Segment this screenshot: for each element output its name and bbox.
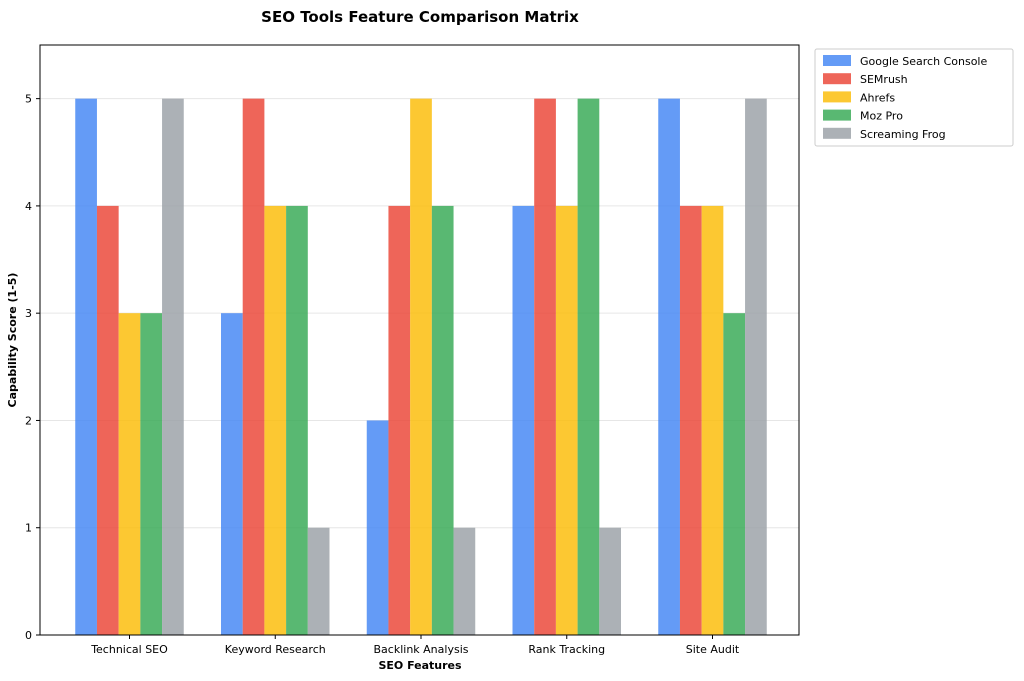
y-tick-label: 2: [25, 414, 32, 427]
bar: [286, 205, 308, 635]
bar: [431, 205, 454, 635]
y-tick-label: 0: [25, 629, 32, 642]
bar: [388, 205, 411, 635]
legend-swatch: [823, 127, 851, 139]
y-tick-label: 1: [25, 522, 32, 535]
bars: [75, 98, 767, 636]
bar: [723, 313, 746, 635]
bar: [75, 98, 97, 636]
bar: [96, 205, 119, 635]
plot-frame: [39, 44, 800, 636]
legend-swatch: [823, 55, 851, 66]
bar: [658, 98, 680, 636]
bar: [264, 205, 287, 635]
chart-title: SEO Tools Feature Comparison Matrix: [261, 8, 579, 26]
x-tick-label: Backlink Analysis: [374, 643, 469, 656]
legend-label: Moz Pro: [860, 110, 903, 123]
bar: [453, 527, 476, 635]
bar: [577, 98, 600, 636]
bar: [534, 98, 556, 636]
legend-label: Screaming Frog: [860, 128, 946, 141]
legend-box: [814, 48, 1014, 147]
bar: [679, 205, 702, 635]
x-tick-label: Technical SEO: [90, 643, 168, 656]
bar: [162, 98, 184, 636]
y-tick-label: 4: [25, 200, 32, 213]
bar: [366, 420, 389, 635]
bar: [242, 98, 265, 636]
bar: [745, 98, 767, 636]
y-axis-label: Capability Score (1-5): [6, 273, 19, 408]
legend-label: Ahrefs: [860, 91, 895, 104]
bar: [118, 313, 141, 635]
legend-label: Google Search Console: [860, 55, 987, 68]
x-tick-label: Rank Tracking: [528, 643, 605, 656]
y-axis: 0 1 2 3 4 5: [25, 93, 40, 642]
legend-swatch: [823, 91, 851, 103]
bar: [599, 527, 621, 635]
bar: [701, 205, 724, 635]
legend-swatch: [823, 109, 851, 121]
legend-label: SEMrush: [860, 73, 908, 86]
bar: [555, 205, 578, 635]
x-axis: Technical SEO Keyword Research Backlink An…: [90, 635, 740, 656]
y-tick-label: 5: [25, 93, 32, 106]
x-axis-label: SEO Features: [378, 659, 462, 672]
bar: [410, 98, 432, 636]
bar: [221, 313, 243, 635]
legend: Google Search Console SEMrush Ahrefs Moz Pr…: [814, 48, 1014, 147]
bar: [512, 205, 535, 635]
legend-swatch: [823, 73, 851, 85]
y-tick-label: 3: [25, 307, 32, 320]
bar: [140, 313, 163, 635]
x-tick-label: Keyword Research: [225, 643, 326, 656]
x-tick-label: Site Audit: [686, 643, 740, 656]
bar: [307, 527, 330, 635]
